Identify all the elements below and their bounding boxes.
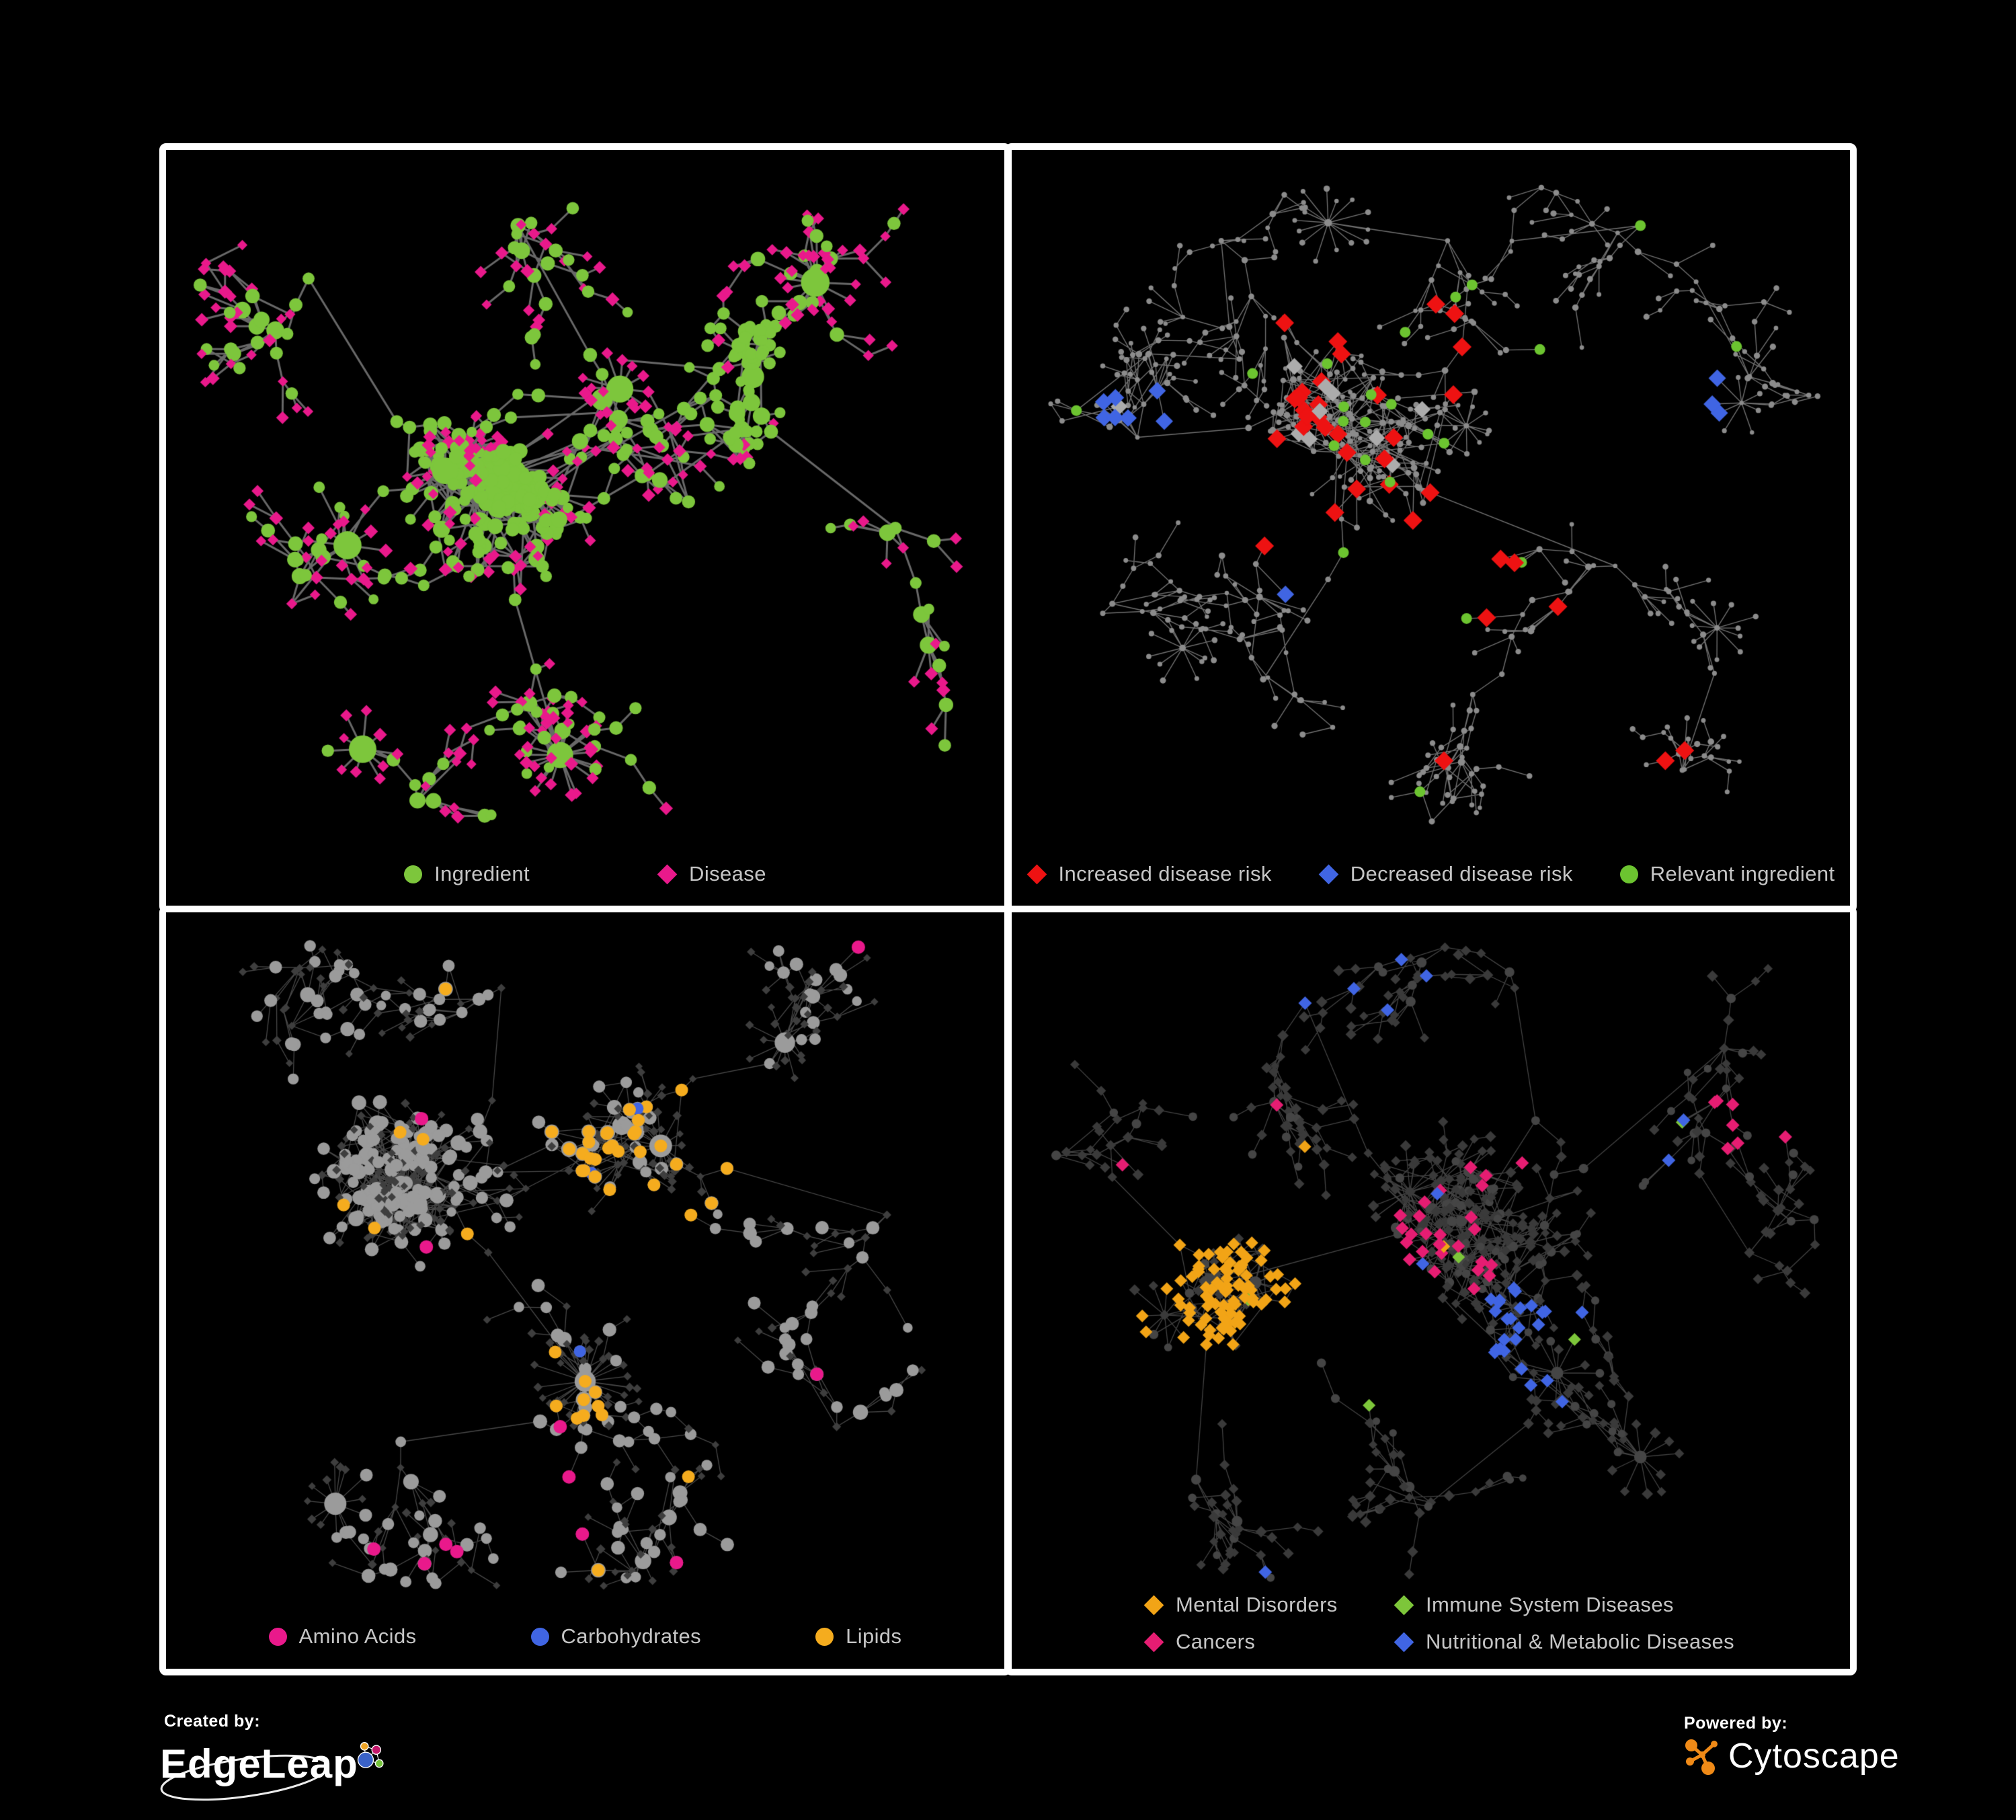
legend-label: Mental Disorders (1176, 1593, 1338, 1616)
cytoscape-logo: Cytoscape (1684, 1736, 1900, 1776)
legend-item-amino-acids: Amino Acids (268, 1624, 417, 1649)
legend-item-carbohydrates: Carbohydrates (530, 1624, 702, 1649)
legend-item-nutritional-metabolic-diseases: Nutritional & Metabolic Diseases (1394, 1630, 1734, 1654)
legend-item-lipids: Lipids (815, 1624, 901, 1649)
legend-label: Nutritional & Metabolic Diseases (1426, 1630, 1735, 1653)
legend-disease-classes: Mental Disorders Immune System Diseases … (1143, 1593, 1734, 1654)
network-canvas-disease-classes (1012, 912, 1850, 1669)
amino-acids-swatch-icon (268, 1627, 287, 1646)
edgeleap-orange-node-icon (360, 1742, 369, 1751)
legend-label: Ingredient (434, 862, 530, 885)
immune-system-swatch-icon (1394, 1595, 1414, 1615)
panel-compound-classes: Amino Acids Carbohydrates Lipids (159, 906, 1011, 1675)
created-by-block: Created by: EdgeLeap (160, 1712, 389, 1813)
legend-compound-classes: Amino Acids Carbohydrates Lipids (166, 1624, 1004, 1649)
carbohydrates-swatch-icon (530, 1627, 549, 1646)
legend-label: Lipids (846, 1624, 902, 1648)
decreased-risk-swatch-icon (1318, 864, 1339, 884)
legend-label: Immune System Diseases (1426, 1593, 1674, 1616)
relevant-ingredient-swatch-icon (1619, 865, 1638, 883)
edgeleap-logo: EdgeLeap (160, 1731, 389, 1796)
legend-item-decreased-risk: Decreased disease risk (1318, 862, 1573, 886)
legend-item-cancers: Cancers (1143, 1630, 1394, 1654)
network-canvas-compound-classes (166, 912, 1004, 1669)
edgeleap-network-logo-icon (357, 1742, 384, 1768)
panel-disease-risk: Increased disease risk Decreased disease… (1005, 143, 1857, 913)
legend-item-disease: Disease (657, 862, 766, 886)
legend-disease-risk: Increased disease risk Decreased disease… (1012, 862, 1850, 886)
ingredient-swatch-icon (404, 865, 423, 883)
powered-by-label: Powered by: (1684, 1714, 1788, 1733)
edgeleap-swoosh-icon (160, 1754, 329, 1801)
legend-item-ingredient: Ingredient (404, 862, 530, 886)
lipids-swatch-icon (815, 1627, 834, 1646)
edgeleap-pink-node-icon (371, 1745, 381, 1755)
legend-label: Disease (689, 862, 766, 885)
network-canvas-disease-risk (1012, 150, 1850, 906)
mental-disorders-swatch-icon (1143, 1595, 1164, 1615)
legend-item-relevant-ingredient: Relevant ingredient (1619, 862, 1835, 886)
cancers-swatch-icon (1143, 1632, 1164, 1652)
network-canvas-ingredient-disease (166, 150, 1004, 906)
legend-label: Decreased disease risk (1350, 862, 1573, 885)
edgeleap-green-node-icon (374, 1759, 384, 1768)
created-by-label: Created by: (164, 1712, 261, 1731)
legend-label: Carbohydrates (561, 1624, 702, 1648)
edgeleap-blue-node-icon (357, 1751, 374, 1768)
cytoscape-logo-text: Cytoscape (1728, 1737, 1900, 1776)
legend-label: Increased disease risk (1058, 862, 1272, 885)
panel-disease-classes: Mental Disorders Immune System Diseases … (1005, 906, 1857, 1675)
legend-item-mental-disorders: Mental Disorders (1143, 1593, 1394, 1617)
edgeleap-logo-text: EdgeLeap (160, 1741, 358, 1786)
cytoscape-network-logo-icon (1685, 1739, 1718, 1775)
legend-label: Amino Acids (298, 1624, 417, 1648)
disease-swatch-icon (657, 864, 678, 884)
legend-label: Cancers (1176, 1630, 1256, 1653)
legend-item-increased-risk: Increased disease risk (1026, 862, 1272, 886)
legend-item-immune-system-diseases: Immune System Diseases (1394, 1593, 1734, 1617)
legend-label: Relevant ingredient (1650, 862, 1835, 885)
powered-by-block: Powered by: Cytoscape (1684, 1714, 1900, 1776)
nutritional-metabolic-swatch-icon (1394, 1632, 1414, 1652)
legend-ingredient-disease: Ingredient Disease (166, 862, 1004, 886)
panel-ingredient-disease: Ingredient Disease (159, 143, 1011, 913)
increased-risk-swatch-icon (1026, 864, 1047, 884)
